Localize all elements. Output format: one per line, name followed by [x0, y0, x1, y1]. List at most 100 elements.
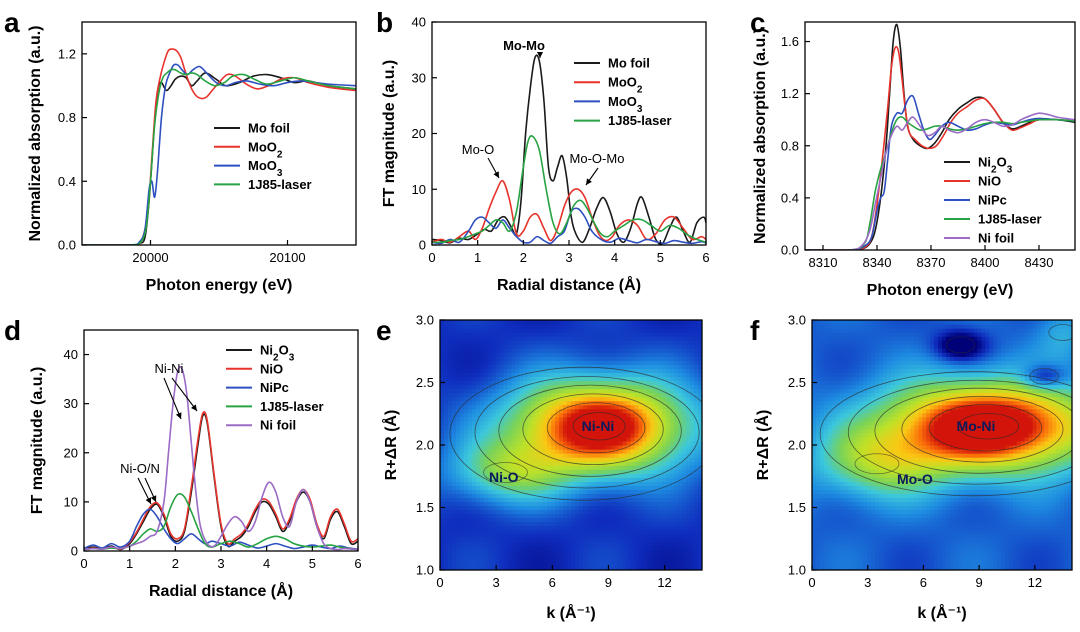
- heatmap-cell-e: [678, 453, 683, 458]
- heatmap-cell-e: [507, 380, 513, 386]
- heatmap-cell-e: [567, 457, 572, 462]
- heatmap-cell-e: [618, 352, 624, 357]
- heatmap-cell-e: [440, 320, 445, 325]
- heatmap-cell-e: [471, 356, 477, 361]
- heatmap-cell-e: [567, 352, 572, 357]
- heatmap-cell-e: [638, 376, 644, 382]
- heatmap-cell-f: [835, 372, 841, 378]
- heatmap-cell-e: [523, 320, 528, 325]
- heatmap-cell-e: [642, 324, 648, 329]
- heatmap-cell-e: [614, 497, 620, 503]
- heatmap-cell-e: [495, 513, 501, 519]
- heatmap-cell-e: [479, 557, 485, 563]
- heatmap-cell-f: [851, 428, 856, 434]
- heatmap-cell-e: [682, 364, 687, 369]
- heatmap-cell-e: [495, 465, 501, 470]
- heatmap-cell-e: [678, 352, 683, 357]
- heatmap-cell-e: [674, 368, 679, 374]
- heatmap-cell-e: [650, 388, 655, 394]
- heatmap-cell-e: [638, 348, 644, 353]
- heatmap-cell-e: [586, 449, 592, 454]
- heatmap-cell-e: [503, 352, 509, 357]
- heatmap-cell-e: [662, 320, 667, 325]
- heatmap-cell-e: [602, 517, 608, 523]
- heatmap-cell-e: [622, 545, 628, 551]
- heatmap-cell-e: [634, 557, 640, 563]
- heatmap-cell-e: [555, 453, 560, 458]
- heatmap-cell-e: [682, 489, 687, 494]
- heatmap-cell-e: [626, 348, 632, 353]
- heatmap-cell-e: [594, 372, 600, 378]
- heatmap-cell-f: [851, 396, 856, 402]
- heatmap-cell-e: [618, 396, 624, 402]
- heatmap-cell-f: [839, 436, 845, 442]
- heatmap-cell-e: [563, 501, 568, 507]
- heatmap-cell-e: [471, 549, 477, 555]
- heatmap-cell-e: [650, 449, 655, 454]
- heatmap-cell-e: [567, 384, 572, 390]
- heatmap-cell-e: [594, 416, 600, 422]
- heatmap-cell-e: [463, 461, 469, 466]
- heatmap-cell-f: [815, 396, 821, 402]
- heatmap-cell-e: [578, 445, 584, 450]
- heatmap-cell-e: [495, 372, 501, 378]
- heatmap-cell-e: [531, 360, 536, 365]
- heatmap-cell-e: [686, 545, 691, 551]
- heatmap-cell-e: [539, 465, 544, 470]
- heatmap-cell-e: [519, 561, 524, 567]
- heatmap-cell-e: [527, 481, 532, 486]
- heatmap-cell-e: [618, 457, 624, 462]
- heatmap-cell-e: [582, 424, 588, 430]
- heatmap-cell-e: [694, 424, 699, 430]
- heatmap-cell-e: [475, 348, 481, 353]
- heatmap-cell-e: [578, 376, 584, 382]
- heatmap-cell-e: [447, 404, 453, 410]
- heatmap-cell-f: [839, 553, 845, 559]
- heatmap-cell-f: [815, 561, 821, 567]
- heatmap-cell-e: [447, 392, 453, 398]
- heatmap-cell-e: [650, 457, 655, 462]
- heatmap-cell-f: [819, 332, 825, 337]
- heatmap-cell-e: [610, 332, 616, 337]
- heatmap-cell-f: [839, 376, 845, 382]
- heatmap-cell-e: [571, 557, 576, 563]
- heatmap-cell-e: [511, 344, 517, 349]
- heatmap-cell-e: [515, 541, 520, 547]
- heatmap-cell-e: [495, 525, 501, 531]
- heatmap-cell-e: [686, 388, 691, 394]
- heatmap-cell-f: [831, 384, 837, 390]
- heatmap-cell-f: [843, 533, 849, 539]
- heatmap-cell-e: [443, 332, 449, 337]
- heatmap-cell-e: [650, 432, 655, 438]
- heatmap-cell-e: [694, 328, 699, 333]
- heatmap-cell-e: [586, 529, 592, 535]
- heatmap-cell-e: [463, 424, 469, 430]
- heatmap-cell-e: [646, 396, 651, 402]
- heatmap-cell-e: [531, 541, 536, 547]
- heatmap-cell-e: [443, 525, 449, 531]
- heatmap-cell-e: [559, 440, 564, 446]
- heatmap-cell-e: [495, 493, 501, 499]
- annotation-arrow-d-0-1: [171, 377, 198, 412]
- x-tick-label-e-2: 6: [549, 575, 556, 590]
- heatmap-cell-e: [503, 541, 509, 547]
- heatmap-cell-e: [571, 428, 576, 434]
- heatmap-cell-f: [839, 513, 845, 519]
- heatmap-cell-e: [515, 380, 520, 386]
- heatmap-cell-e: [690, 457, 695, 462]
- heatmap-cell-e: [586, 469, 592, 474]
- heatmap-cell-e: [459, 465, 465, 470]
- heatmap-cell-e: [440, 525, 445, 531]
- heatmap-cell-e: [650, 509, 655, 515]
- heatmap-cell-e: [598, 553, 604, 559]
- heatmap-cell-e: [694, 320, 699, 325]
- heatmap-cell-e: [662, 537, 667, 543]
- heatmap-cell-e: [610, 525, 616, 531]
- heatmap-cell-e: [686, 340, 691, 345]
- heatmap-cell-e: [634, 461, 640, 466]
- heatmap-cell-e: [499, 408, 505, 414]
- heatmap-cell-f: [847, 537, 852, 543]
- heatmap-cell-e: [654, 469, 659, 474]
- heatmap-cell-e: [471, 485, 477, 490]
- heatmap-cell-e: [650, 469, 655, 474]
